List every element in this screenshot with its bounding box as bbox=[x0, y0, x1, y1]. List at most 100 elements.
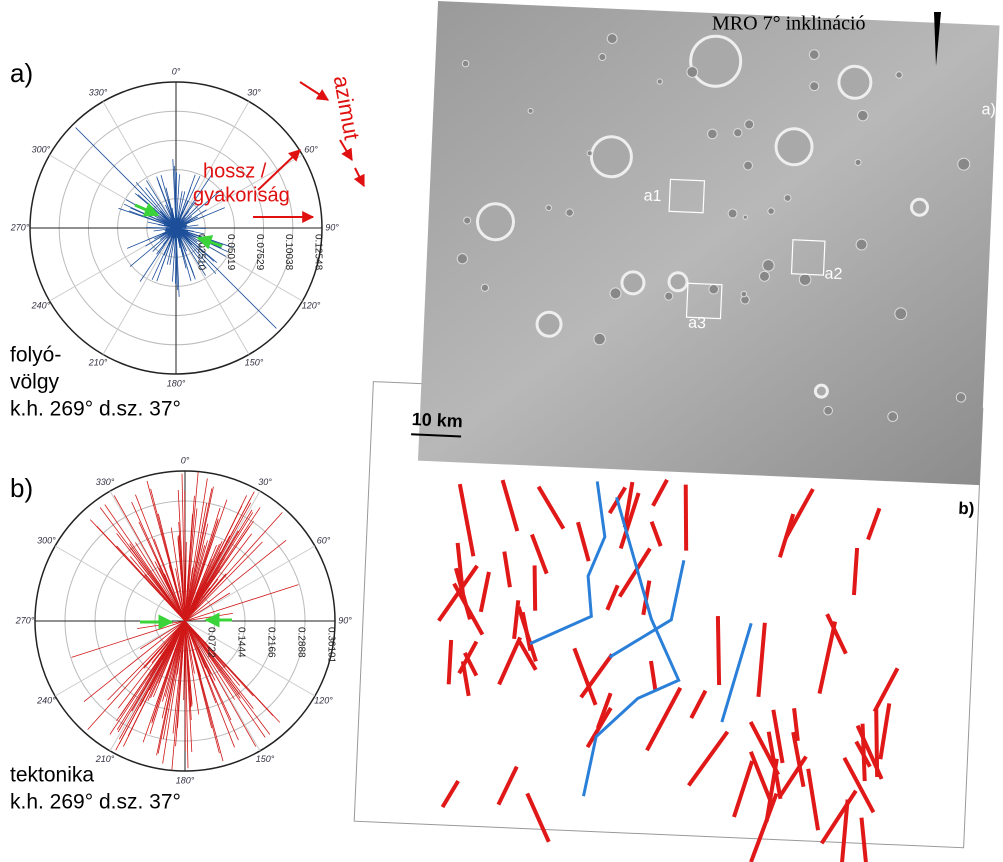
radial-label: 0.1444 bbox=[235, 627, 246, 658]
caption: völgy bbox=[10, 371, 60, 394]
crater bbox=[759, 271, 769, 281]
angle-label: 180° bbox=[167, 378, 186, 388]
crater bbox=[707, 129, 717, 139]
crater bbox=[743, 215, 747, 219]
fault bbox=[533, 565, 538, 610]
angle-label: 150° bbox=[245, 357, 264, 367]
crater bbox=[457, 253, 468, 264]
angle-label: 60° bbox=[304, 144, 318, 154]
caption: k.h. 269° d.sz. 37° bbox=[10, 791, 181, 814]
crater bbox=[856, 239, 867, 250]
rose-diagram: 0°30°60°90°120°150°180°210°240°270°300°3… bbox=[15, 455, 353, 785]
crater bbox=[799, 274, 811, 286]
crater bbox=[958, 158, 970, 170]
angle-label: 150° bbox=[256, 754, 275, 764]
crater bbox=[687, 66, 698, 77]
crater bbox=[481, 284, 489, 292]
scale-label: 10 km bbox=[411, 409, 463, 431]
inclination-label: MRO 7° inklináció bbox=[712, 13, 866, 35]
angle-label: 0° bbox=[172, 66, 181, 76]
caption: folyó- bbox=[10, 344, 61, 367]
crater bbox=[762, 259, 774, 271]
caption: tektonika bbox=[10, 764, 94, 787]
crater bbox=[690, 35, 742, 87]
angle-label: 120° bbox=[302, 300, 321, 310]
crater bbox=[728, 209, 737, 218]
crater bbox=[775, 128, 813, 166]
crater bbox=[743, 161, 752, 170]
crater bbox=[669, 272, 688, 291]
angle-label: 90° bbox=[325, 222, 339, 232]
crater bbox=[888, 412, 898, 422]
panel-label: b) bbox=[10, 473, 33, 503]
annotation: azimut bbox=[329, 74, 365, 142]
crater bbox=[956, 392, 966, 402]
crater bbox=[815, 385, 828, 398]
subarea-label: a1 bbox=[643, 187, 662, 205]
subarea-label: a3 bbox=[688, 314, 707, 332]
map-label: a) bbox=[981, 101, 996, 119]
spoke bbox=[103, 102, 176, 228]
radial-label: 0.2888 bbox=[295, 627, 306, 658]
map-label: b) bbox=[958, 499, 975, 519]
crater bbox=[810, 81, 819, 90]
crater bbox=[741, 291, 747, 297]
angle-label: 210° bbox=[95, 754, 115, 764]
crater bbox=[824, 406, 833, 415]
crater bbox=[896, 72, 903, 79]
angle-label: 30° bbox=[247, 87, 261, 97]
fault bbox=[449, 640, 451, 684]
crater bbox=[665, 292, 673, 300]
crater bbox=[809, 50, 819, 60]
crater bbox=[857, 110, 868, 121]
spoke bbox=[55, 546, 185, 621]
crater bbox=[855, 159, 861, 165]
crater bbox=[594, 333, 606, 345]
crater bbox=[733, 128, 742, 137]
radial-label: 0.36101 bbox=[325, 627, 336, 664]
crater bbox=[537, 312, 562, 337]
crater bbox=[528, 108, 533, 113]
crater bbox=[546, 205, 552, 211]
crater bbox=[610, 288, 621, 299]
crater bbox=[599, 53, 606, 60]
angle-label: 180° bbox=[176, 775, 195, 785]
angle-label: 270° bbox=[15, 615, 35, 625]
angle-label: 0° bbox=[181, 455, 190, 465]
angle-label: 300° bbox=[37, 535, 56, 545]
annotation: gyakoriság bbox=[193, 184, 290, 206]
caption: k.h. 269° d.sz. 37° bbox=[10, 398, 181, 421]
crater bbox=[911, 199, 928, 216]
crater bbox=[784, 194, 791, 201]
crater bbox=[464, 217, 471, 224]
crater bbox=[768, 208, 775, 215]
crater bbox=[607, 33, 617, 43]
angle-label: 30° bbox=[258, 477, 272, 487]
radial-label: 0.2166 bbox=[265, 627, 276, 658]
angle-label: 210° bbox=[88, 357, 108, 367]
angle-label: 120° bbox=[314, 695, 333, 705]
radial-label: 0.0722 bbox=[205, 627, 216, 658]
crater bbox=[591, 136, 633, 178]
arrow bbox=[340, 140, 352, 160]
crater bbox=[838, 66, 871, 99]
figure: 0° 30° 60° 90° 120° 150° 180° 210° 240° 270° 300° 3… bbox=[0, 0, 1003, 862]
angle-label: 60° bbox=[317, 535, 331, 545]
map: a)a1a2a310 kmb) bbox=[353, 0, 1000, 862]
crater bbox=[587, 151, 592, 156]
crater bbox=[621, 271, 644, 294]
angle-label: 270° bbox=[10, 222, 30, 232]
spoke bbox=[176, 228, 249, 354]
angle-label: 240° bbox=[31, 300, 51, 310]
crater bbox=[477, 203, 515, 241]
radial-label: 0.10038 bbox=[283, 234, 294, 271]
angle-label: 300° bbox=[32, 144, 51, 154]
arrow bbox=[355, 168, 364, 186]
annotation: hossz / bbox=[203, 160, 267, 182]
crater bbox=[895, 308, 907, 320]
panel-label: a) bbox=[10, 58, 33, 88]
rose-diagram: 0°30°60°90°120°150°180°210°240°270°300°3… bbox=[10, 66, 340, 388]
radial-label: 0.07529 bbox=[254, 234, 265, 271]
radial-label: 0.05019 bbox=[225, 234, 236, 271]
crater bbox=[566, 209, 574, 217]
